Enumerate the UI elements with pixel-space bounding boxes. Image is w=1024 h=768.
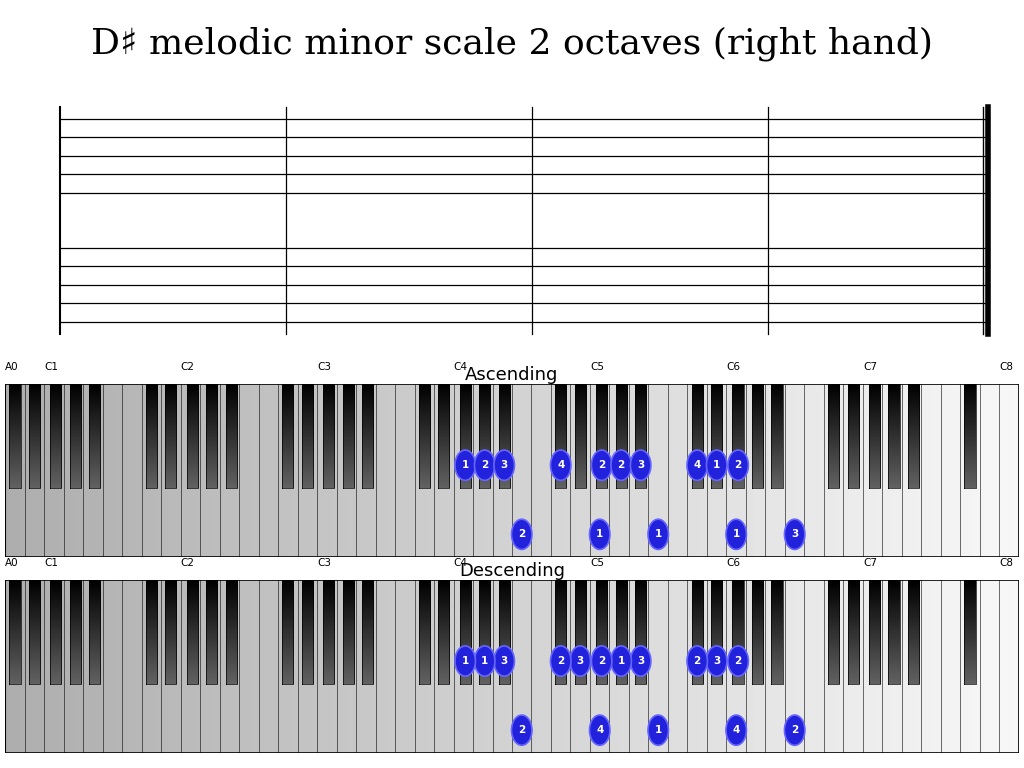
- Ellipse shape: [455, 450, 475, 480]
- Text: 3: 3: [637, 460, 644, 470]
- Text: 2: 2: [734, 656, 741, 666]
- Text: C8: C8: [999, 362, 1014, 372]
- Text: 2: 2: [792, 725, 799, 735]
- Ellipse shape: [784, 519, 805, 549]
- Text: C2: C2: [180, 558, 195, 568]
- Ellipse shape: [726, 715, 746, 745]
- Ellipse shape: [728, 450, 749, 480]
- Ellipse shape: [728, 646, 749, 676]
- Ellipse shape: [570, 646, 591, 676]
- Ellipse shape: [611, 450, 632, 480]
- Text: 2: 2: [734, 460, 741, 470]
- Text: 1: 1: [713, 460, 720, 470]
- Text: C7: C7: [863, 362, 877, 372]
- Text: 4: 4: [557, 460, 564, 470]
- Text: A0: A0: [5, 558, 18, 568]
- Text: 2: 2: [518, 529, 525, 539]
- Text: 1: 1: [732, 529, 739, 539]
- Title: Ascending: Ascending: [465, 366, 559, 384]
- Ellipse shape: [648, 519, 669, 549]
- Text: 3: 3: [637, 656, 644, 666]
- Text: C4: C4: [454, 558, 468, 568]
- Ellipse shape: [631, 450, 651, 480]
- Ellipse shape: [474, 646, 495, 676]
- Text: 1: 1: [481, 656, 488, 666]
- Text: C1: C1: [44, 558, 58, 568]
- Text: 2: 2: [557, 656, 564, 666]
- Text: C5: C5: [590, 362, 604, 372]
- Ellipse shape: [590, 519, 610, 549]
- Text: C8: C8: [999, 558, 1014, 568]
- Ellipse shape: [648, 715, 669, 745]
- Text: 1: 1: [654, 529, 662, 539]
- Ellipse shape: [631, 646, 651, 676]
- Text: C6: C6: [726, 558, 740, 568]
- Ellipse shape: [592, 646, 612, 676]
- Text: C3: C3: [317, 558, 331, 568]
- Text: 3: 3: [577, 656, 584, 666]
- Text: 1: 1: [654, 725, 662, 735]
- Text: 2: 2: [598, 656, 605, 666]
- Text: 4: 4: [596, 725, 603, 735]
- Text: 1: 1: [462, 460, 469, 470]
- Text: 1: 1: [596, 529, 603, 539]
- Ellipse shape: [512, 519, 532, 549]
- Text: 2: 2: [598, 460, 605, 470]
- Text: 3: 3: [792, 529, 799, 539]
- Text: C1: C1: [44, 362, 58, 372]
- Ellipse shape: [707, 450, 727, 480]
- Ellipse shape: [611, 646, 632, 676]
- Text: C7: C7: [863, 558, 877, 568]
- Text: 4: 4: [732, 725, 740, 735]
- Text: A0: A0: [5, 362, 18, 372]
- Text: 4: 4: [693, 460, 700, 470]
- Ellipse shape: [494, 646, 514, 676]
- Text: C6: C6: [726, 362, 740, 372]
- Ellipse shape: [687, 646, 708, 676]
- Text: 3: 3: [501, 460, 508, 470]
- Ellipse shape: [551, 646, 571, 676]
- Text: C2: C2: [180, 362, 195, 372]
- Text: C5: C5: [590, 558, 604, 568]
- Text: 1: 1: [617, 656, 625, 666]
- Ellipse shape: [784, 715, 805, 745]
- Ellipse shape: [590, 715, 610, 745]
- Text: 2: 2: [481, 460, 488, 470]
- Ellipse shape: [592, 450, 612, 480]
- Ellipse shape: [726, 519, 746, 549]
- Text: 1: 1: [462, 656, 469, 666]
- Ellipse shape: [494, 450, 514, 480]
- Text: D♯ melodic minor scale 2 octaves (right hand): D♯ melodic minor scale 2 octaves (right …: [91, 27, 933, 61]
- Text: 2: 2: [693, 656, 700, 666]
- Title: Descending: Descending: [459, 561, 565, 580]
- Ellipse shape: [512, 715, 532, 745]
- Ellipse shape: [707, 646, 727, 676]
- Text: C4: C4: [454, 362, 468, 372]
- Text: 2: 2: [518, 725, 525, 735]
- Ellipse shape: [474, 450, 495, 480]
- Text: 3: 3: [501, 656, 508, 666]
- Text: 2: 2: [617, 460, 625, 470]
- Ellipse shape: [455, 646, 475, 676]
- Text: 3: 3: [713, 656, 720, 666]
- Text: C3: C3: [317, 362, 331, 372]
- Ellipse shape: [687, 450, 708, 480]
- Ellipse shape: [551, 450, 571, 480]
